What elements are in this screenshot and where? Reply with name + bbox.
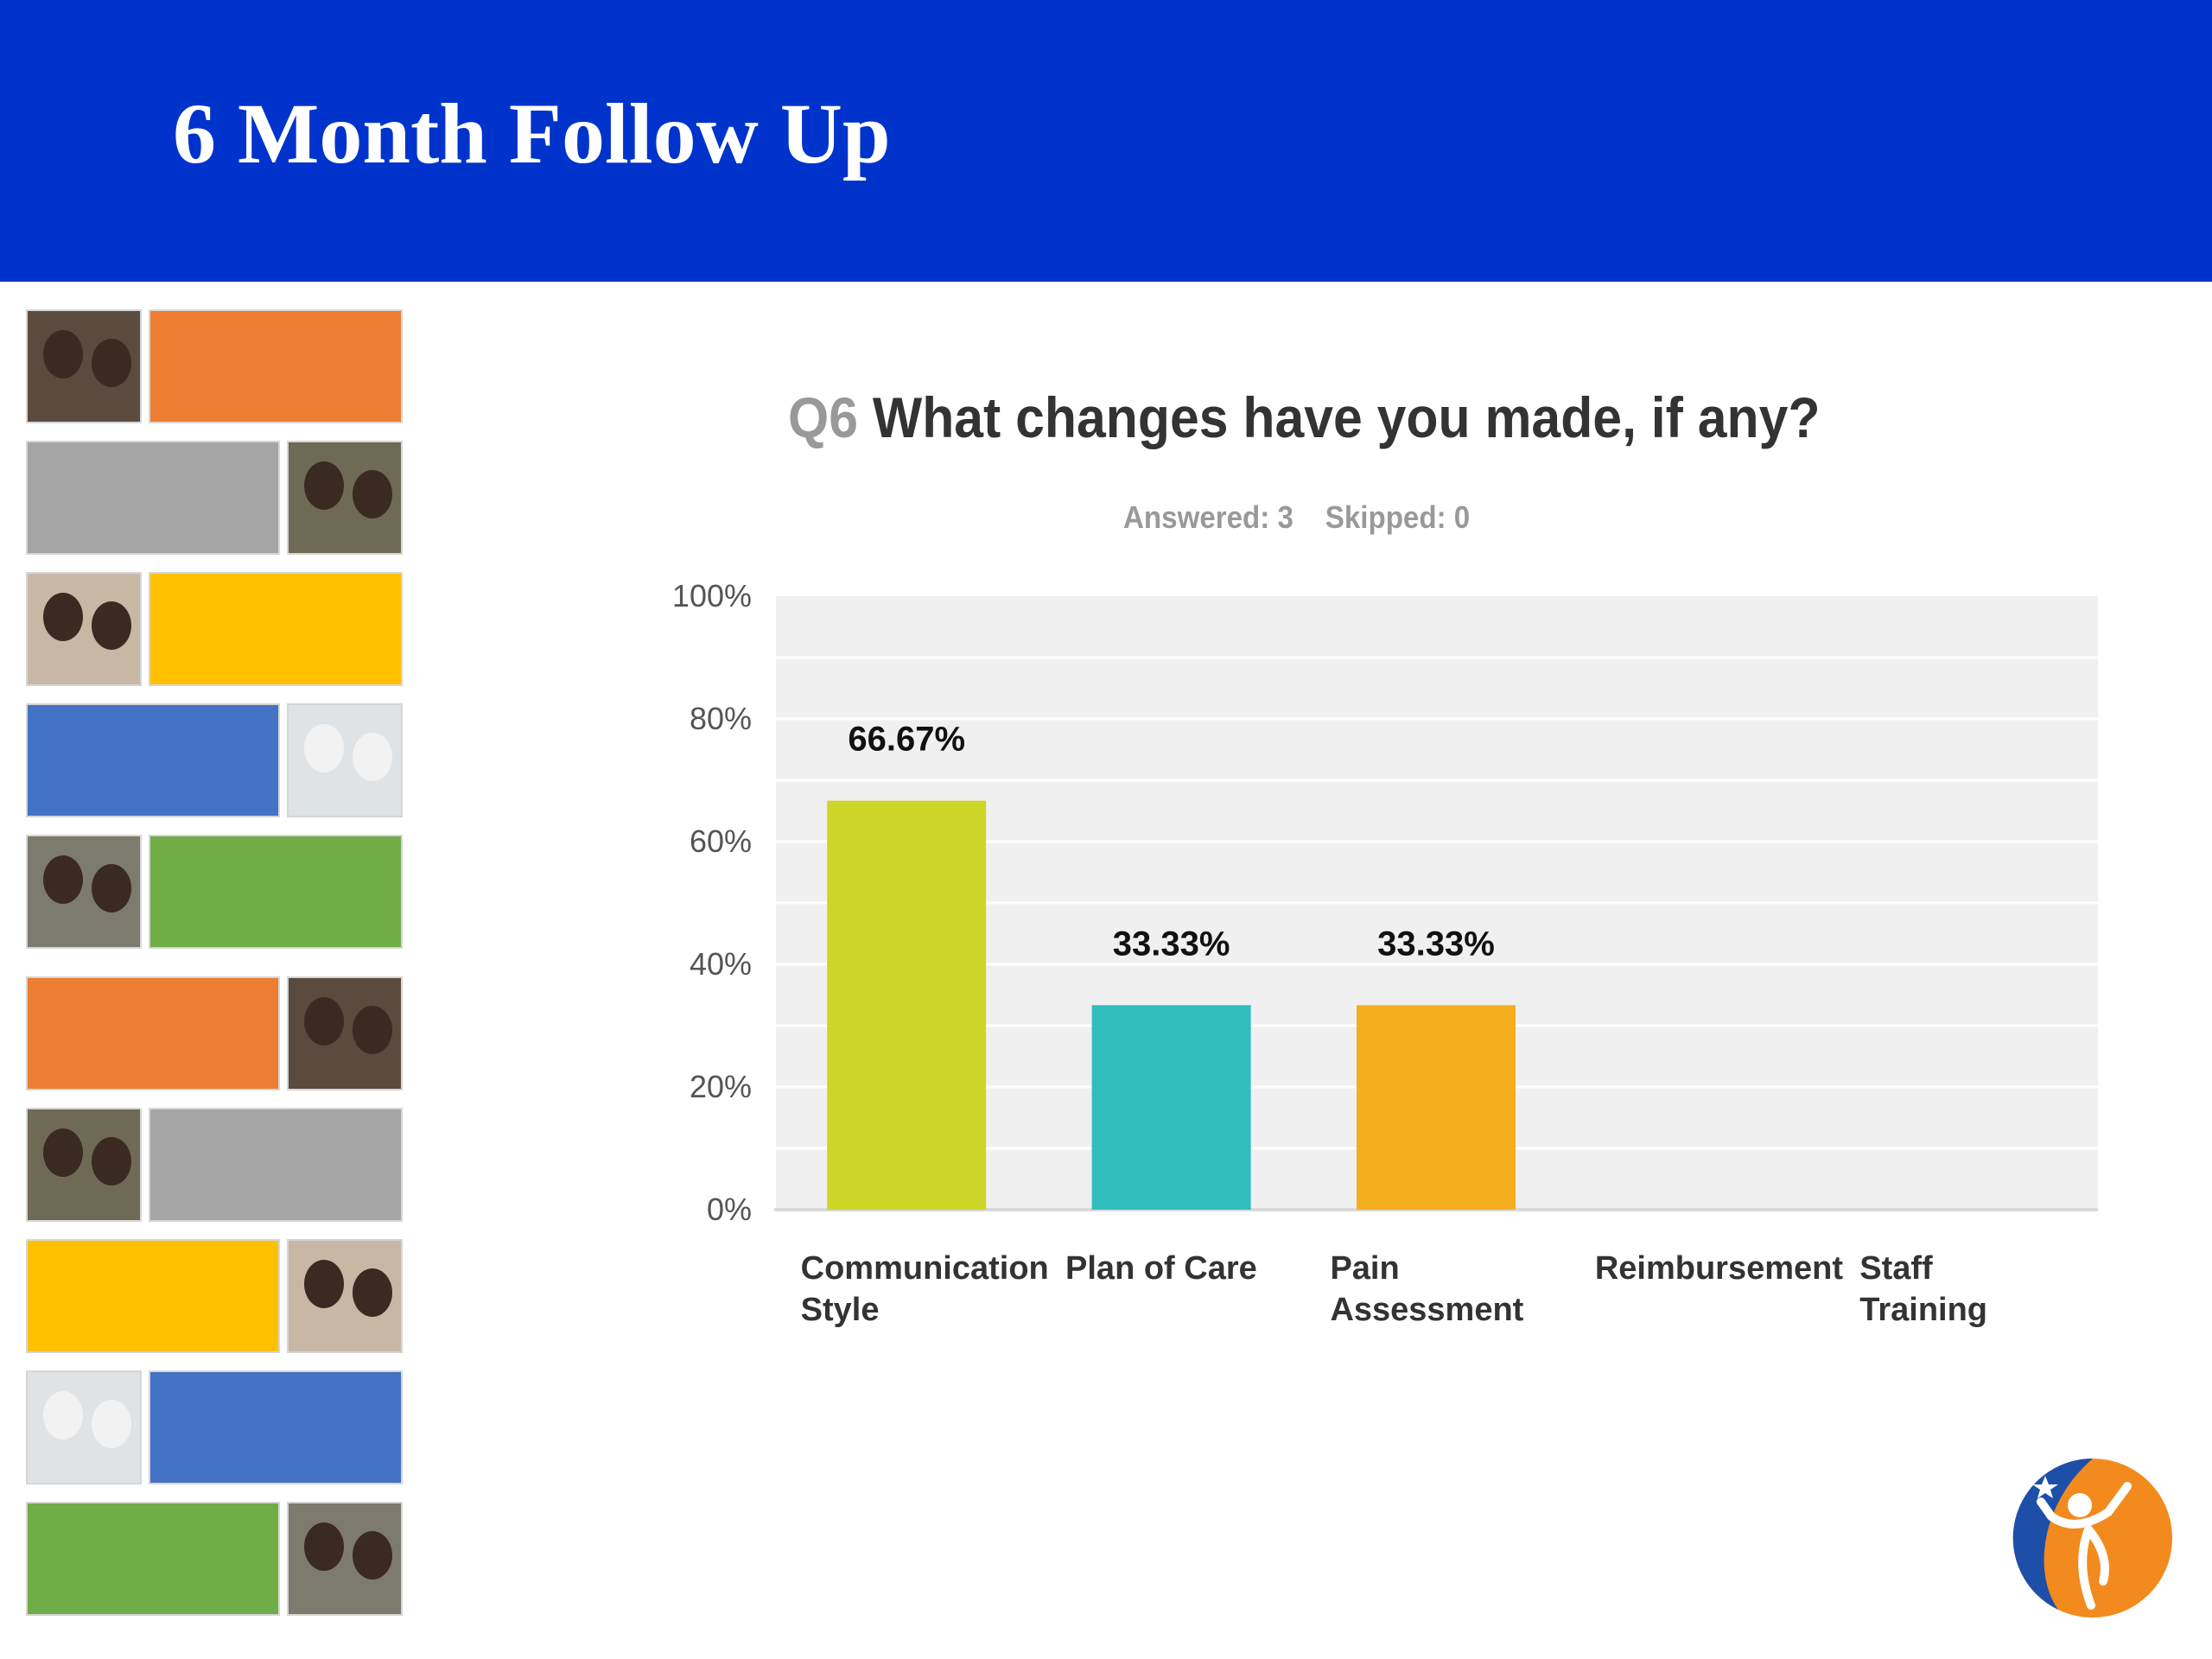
photo-figure [304,461,344,510]
x-tick-label: Reimbursement [1595,1250,1844,1287]
photo-thumbnail [26,1370,142,1484]
photo-figure [43,855,83,904]
photo-figure [43,593,83,641]
color-tile [149,835,403,949]
photo-thumbnail [26,835,142,949]
x-tick-label: Pain Assessment [1330,1250,1523,1328]
photo-figure [353,1268,392,1317]
data-label: 33.33% [1377,925,1495,963]
y-tick-label: 0% [707,1192,752,1227]
color-tile [26,976,280,1090]
photo-figure [353,1531,392,1580]
bar [1357,1005,1516,1210]
x-tick-label-line: Assessment [1330,1292,1523,1328]
x-tick-label: Communication Style [801,1250,1049,1328]
photo-figure [353,470,392,518]
bar [827,800,987,1210]
x-tick-label-line: Plan of Care [1065,1250,1257,1287]
photo-thumbnail [26,572,142,686]
slide-header: 6 Month Follow Up [0,0,2212,282]
color-tile [26,441,280,555]
photo-figure [43,330,83,378]
photo-thumbnail [287,1239,403,1353]
photo-figure [92,601,131,650]
color-tile [149,1108,403,1222]
chart-title: Q6 What changes have you made, if any? [788,389,1820,446]
x-tick-label-line: Style [801,1292,880,1328]
photo-thumbnail [287,441,403,555]
y-tick-label: 20% [690,1069,752,1104]
photo-figure [304,997,344,1046]
skipped-count: Skipped: 0 [1325,499,1471,535]
bar [1091,1005,1251,1210]
photo-figure [304,724,344,772]
photo-figure [304,1260,344,1308]
photo-thumbnail [287,703,403,817]
organization-logo-icon [2012,1458,2172,1618]
question-number: Q6 [788,385,859,449]
color-tile [26,1502,280,1616]
color-tile [149,309,403,423]
decorative-tile-strip [0,282,415,1659]
photo-figure [43,1391,83,1440]
x-tick-label-line: Pain [1330,1250,1399,1287]
y-tick-label: 80% [690,701,752,736]
photo-thumbnail [287,976,403,1090]
x-tick-label-line: Communication [801,1250,1049,1287]
data-label: 66.67% [848,721,965,759]
photo-thumbnail [26,1108,142,1222]
photo-thumbnail [287,1502,403,1616]
y-tick-label: 60% [690,823,752,859]
x-tick-label: Plan of Care [1065,1250,1257,1287]
photo-figure [92,1400,131,1448]
x-tick-label-line: Training [1859,1292,1987,1328]
photo-thumbnail [26,309,142,423]
photo-figure [353,1006,392,1054]
photo-figure [353,733,392,781]
photo-figure [43,1128,83,1177]
y-tick-label: 40% [690,946,752,982]
x-tick-label-line: Reimbursement [1595,1250,1844,1287]
y-tick-label: 100% [672,578,752,613]
photo-figure [92,339,131,387]
response-stats: Answered: 3 Skipped: 0 [1123,499,1470,536]
x-tick-label-line: Staff [1859,1250,1933,1287]
color-tile [26,703,280,817]
photo-figure [92,1137,131,1185]
photo-figure [92,864,131,912]
answered-count: Answered: 3 [1123,499,1294,535]
photo-figure [304,1522,344,1571]
slide-title: 6 Month Follow Up [173,86,891,181]
color-tile [149,572,403,686]
color-tile [26,1239,280,1353]
question-text: What changes have you made, if any? [872,385,1821,449]
color-tile [149,1370,403,1484]
data-label: 33.33% [1113,925,1230,963]
x-tick-label: Staff Training [1859,1250,1987,1328]
